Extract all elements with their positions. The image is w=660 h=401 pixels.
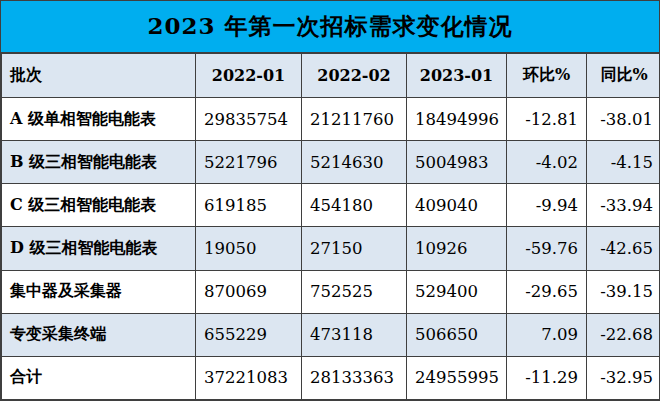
value-mom-pct: 7.09 [507,313,587,356]
table-row: D 级三相智能电能表 19050 27150 10926 -59.76 -42.… [2,227,660,270]
value-mom-pct: -4.02 [507,141,587,184]
value-2022-02: 454180 [302,184,407,227]
value-2022-01: 655229 [196,313,302,356]
table-row-total: 合计 37221083 28133363 24955995 -11.29 -32… [2,356,660,399]
row-label: 专变采集终端 [2,313,196,356]
row-label: B 级三相智能电能表 [2,141,196,184]
value-2023-01: 506650 [407,313,507,356]
col-header-mom-pct: 环比% [507,54,587,98]
value-2023-01: 5004983 [407,141,507,184]
table-row: 专变采集终端 655229 473118 506650 7.09 -22.68 [2,313,660,356]
table-row: C 级三相智能电能表 619185 454180 409040 -9.94 -3… [2,184,660,227]
col-header-yoy-pct: 同比% [587,54,660,98]
value-2023-01: 24955995 [407,356,507,399]
value-2023-01: 18494996 [407,98,507,141]
value-2022-01: 5221796 [196,141,302,184]
table-row: B 级三相智能电能表 5221796 5214630 5004983 -4.02… [2,141,660,184]
value-mom-pct: -9.94 [507,184,587,227]
value-mom-pct: -59.76 [507,227,587,270]
col-header-2022-01: 2022-01 [196,54,302,98]
value-2022-01: 37221083 [196,356,302,399]
value-yoy-pct: -32.95 [587,356,660,399]
value-2022-01: 19050 [196,227,302,270]
value-2023-01: 529400 [407,270,507,313]
header-row: 批次 2022-01 2022-02 2023-01 环比% 同比% [2,54,660,98]
value-mom-pct: -11.29 [507,356,587,399]
row-label: D 级三相智能电能表 [2,227,196,270]
value-2022-01: 870069 [196,270,302,313]
value-2023-01: 409040 [407,184,507,227]
value-yoy-pct: -22.68 [587,313,660,356]
value-2022-02: 27150 [302,227,407,270]
value-2023-01: 10926 [407,227,507,270]
value-2022-01: 619185 [196,184,302,227]
value-mom-pct: -12.81 [507,98,587,141]
row-label: C 级三相智能电能表 [2,184,196,227]
col-header-2023-01: 2023-01 [407,54,507,98]
col-header-batch: 批次 [2,54,196,98]
row-label-total: 合计 [2,356,196,399]
value-2022-02: 28133363 [302,356,407,399]
bidding-demand-table: 批次 2022-01 2022-02 2023-01 环比% 同比% A 级单相… [1,53,660,400]
value-yoy-pct: -4.15 [587,141,660,184]
value-2022-02: 473118 [302,313,407,356]
table-title: 2023 年第一次招标需求变化情况 [1,1,659,53]
value-yoy-pct: -42.65 [587,227,660,270]
value-mom-pct: -29.65 [507,270,587,313]
value-2022-01: 29835754 [196,98,302,141]
value-yoy-pct: -33.94 [587,184,660,227]
row-label: A 级单相智能电能表 [2,98,196,141]
value-yoy-pct: -39.15 [587,270,660,313]
value-yoy-pct: -38.01 [587,98,660,141]
table-row: 集中器及采集器 870069 752525 529400 -29.65 -39.… [2,270,660,313]
bidding-demand-table-card: 2023 年第一次招标需求变化情况 批次 2022-01 2022-02 202… [0,0,660,401]
col-header-2022-02: 2022-02 [302,54,407,98]
value-2022-02: 752525 [302,270,407,313]
value-2022-02: 21211760 [302,98,407,141]
table-row: A 级单相智能电能表 29835754 21211760 18494996 -1… [2,98,660,141]
row-label: 集中器及采集器 [2,270,196,313]
value-2022-02: 5214630 [302,141,407,184]
